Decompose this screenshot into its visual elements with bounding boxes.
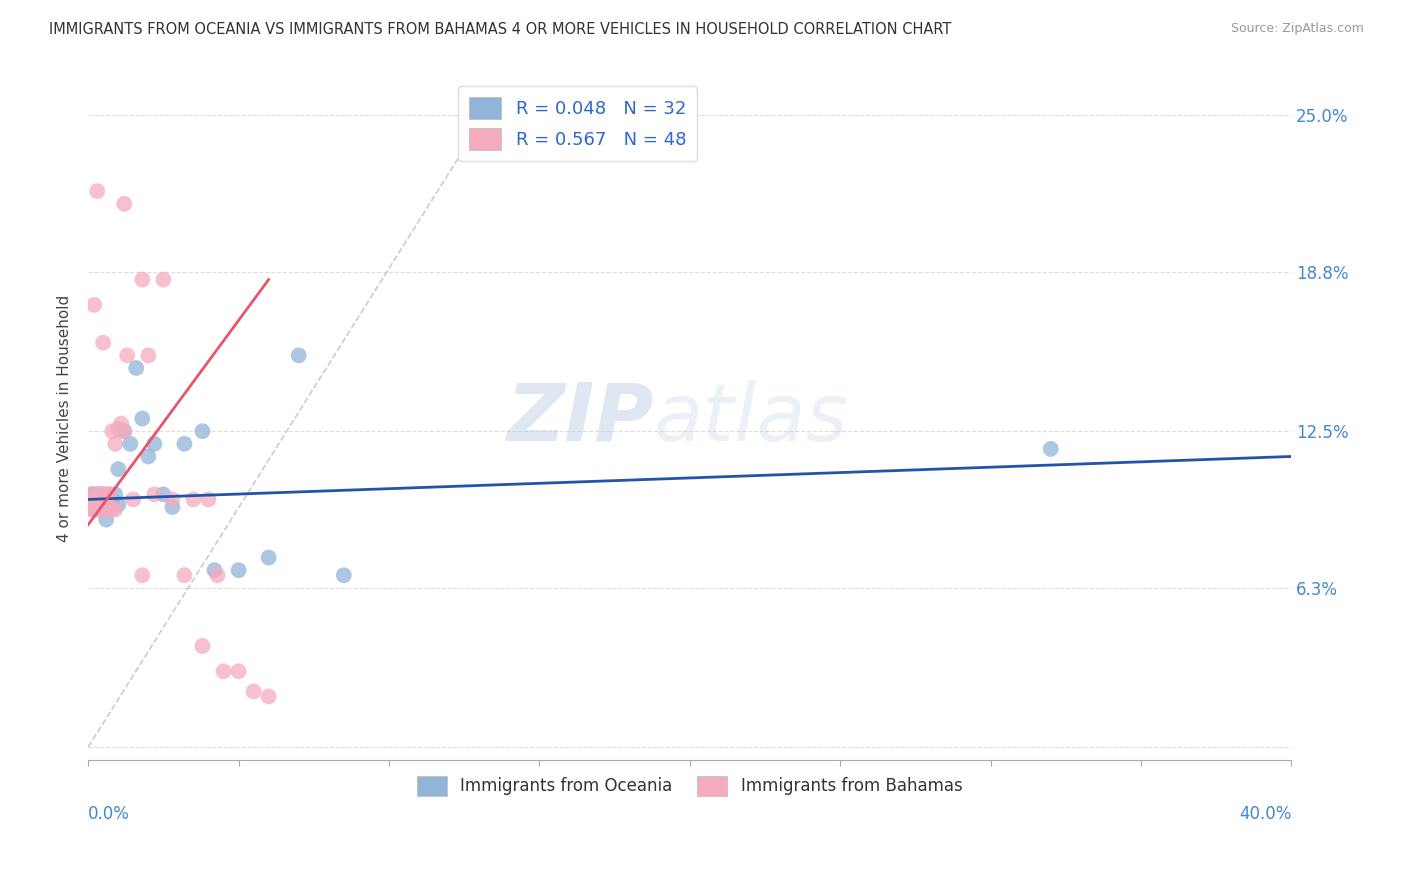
Point [86,487,108,501]
Point [143,487,166,501]
Point [86,495,108,509]
Point [191,424,214,438]
Point [101,424,124,438]
Point [80,487,103,501]
Point [91,492,114,507]
Point [83,487,105,501]
Point [101,502,124,516]
Point [80,487,103,501]
Point [131,272,153,286]
Point [80,502,103,516]
Point [89,487,111,501]
Point [107,498,129,512]
Point [152,487,174,501]
Point [83,492,105,507]
Point [122,492,145,507]
Point [131,568,153,582]
Point [125,361,148,376]
Point [228,665,250,679]
Text: atlas: atlas [654,380,848,458]
Point [89,502,111,516]
Point [212,665,235,679]
Point [242,684,264,698]
Point [86,502,108,516]
Point [112,424,135,438]
Point [333,568,356,582]
Point [197,492,219,507]
Point [117,348,139,362]
Point [120,437,142,451]
Point [183,492,205,507]
Point [162,500,184,514]
Text: 40.0%: 40.0% [1239,805,1291,823]
Point [98,502,121,516]
Point [91,487,114,501]
Point [98,487,121,501]
Point [86,184,108,198]
Point [107,462,129,476]
Point [80,492,103,507]
Point [104,502,127,516]
Point [112,196,135,211]
Point [143,437,166,451]
Point [136,450,159,464]
Point [86,487,108,501]
Point [89,487,111,501]
Point [112,424,135,438]
Point [207,568,229,582]
Point [91,487,114,501]
Point [89,492,111,507]
Point [104,437,127,451]
Point [1039,442,1062,456]
Text: ZIP: ZIP [506,380,654,458]
Point [131,411,153,425]
Point [257,550,280,565]
Point [96,492,118,507]
Point [91,335,114,350]
Point [83,492,105,507]
Point [89,492,111,507]
Point [152,272,174,286]
Text: IMMIGRANTS FROM OCEANIA VS IMMIGRANTS FROM BAHAMAS 4 OR MORE VEHICLES IN HOUSEHO: IMMIGRANTS FROM OCEANIA VS IMMIGRANTS FR… [49,22,952,37]
Point [86,492,108,507]
Point [110,417,132,431]
Point [228,563,250,577]
Point [173,568,195,582]
Point [86,492,108,507]
Point [83,502,105,516]
Point [96,502,118,516]
Point [287,348,309,362]
Point [257,690,280,704]
Point [86,498,108,512]
Point [80,498,103,512]
Text: 0.0%: 0.0% [89,805,129,823]
Point [107,422,129,436]
Point [98,487,121,501]
Point [91,502,114,516]
Y-axis label: 4 or more Vehicles in Household: 4 or more Vehicles in Household [58,295,72,542]
Point [104,487,127,501]
Point [80,492,103,507]
Point [83,298,105,312]
Point [136,348,159,362]
Legend: Immigrants from Oceania, Immigrants from Bahamas: Immigrants from Oceania, Immigrants from… [411,769,969,803]
Point [80,492,103,507]
Point [204,563,226,577]
Point [101,492,124,507]
Point [173,437,195,451]
Point [162,492,184,507]
Point [83,498,105,512]
Point [91,492,114,507]
Point [96,513,118,527]
Text: Source: ZipAtlas.com: Source: ZipAtlas.com [1230,22,1364,36]
Point [83,492,105,507]
Point [96,487,118,501]
Point [191,639,214,653]
